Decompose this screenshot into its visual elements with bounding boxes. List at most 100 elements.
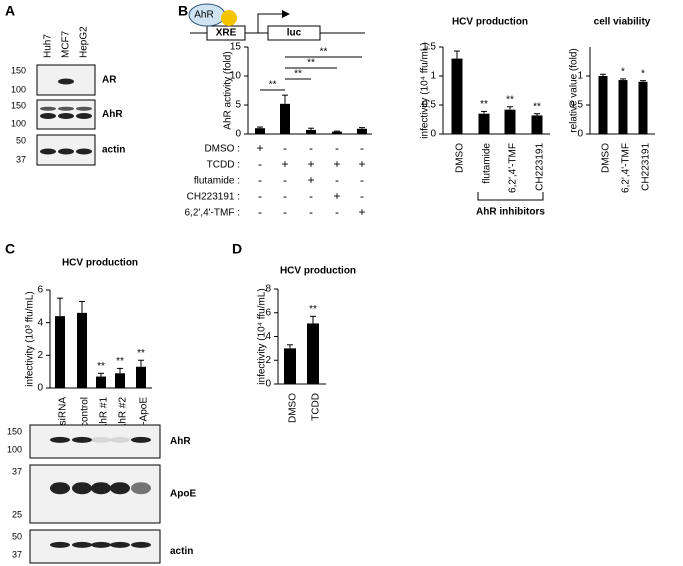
treatment-sign: - — [335, 205, 339, 219]
treatment-sign: - — [258, 173, 262, 187]
band — [50, 541, 70, 548]
band — [110, 436, 130, 443]
significance: ** — [533, 101, 541, 112]
x-tick-label: 6,2',4'-TMF — [508, 143, 519, 193]
band — [91, 482, 111, 495]
blot-label: AhR — [170, 436, 191, 447]
panel-label: A — [5, 3, 15, 19]
treatment-label: CH223191 : — [187, 192, 240, 203]
treatment-sign: - — [258, 205, 262, 219]
y-tick-label: 6 — [37, 285, 43, 296]
mw-marker: 100 — [11, 118, 26, 128]
treatment-sign: - — [335, 173, 339, 187]
y-tick-label: 0.5 — [422, 100, 436, 111]
mw-marker: 100 — [7, 444, 22, 454]
x-tick-label: CH223191 — [641, 143, 652, 191]
element-label: XRE — [216, 28, 237, 39]
band — [76, 112, 92, 119]
significance: ** — [320, 47, 328, 58]
y-tick-label: 0 — [577, 129, 583, 140]
x-tick-label: si-control — [80, 397, 91, 438]
treatment-sign: - — [283, 141, 287, 155]
treatment-sign: - — [309, 189, 313, 203]
bar — [306, 129, 316, 134]
blot — [29, 464, 161, 524]
chart-title: HCV production — [280, 266, 356, 277]
band — [40, 106, 56, 111]
mw-marker: 25 — [12, 509, 22, 519]
significance: * — [641, 68, 645, 79]
y-tick-label: 4 — [265, 331, 271, 342]
treatment-sign: - — [309, 141, 313, 155]
blot-label: actin — [170, 546, 193, 557]
x-tick-label: si-AhR #2 — [118, 397, 129, 441]
treatment-sign: - — [360, 189, 364, 203]
x-tick-label: si-ApoE — [139, 397, 150, 432]
significance: ** — [97, 361, 105, 372]
bar — [136, 366, 146, 388]
mw-marker: 150 — [11, 100, 26, 110]
treatment-sign: - — [309, 205, 313, 219]
band — [76, 106, 92, 111]
y-tick-label: 2 — [37, 350, 43, 361]
treatment-sign: - — [360, 141, 364, 155]
y-axis-label: relative value (fold) — [569, 48, 580, 132]
band — [91, 436, 111, 443]
mw-marker: 50 — [12, 531, 22, 541]
band — [91, 541, 111, 548]
lane-label: Huh7 — [43, 34, 54, 58]
band — [58, 112, 74, 119]
band — [72, 541, 92, 548]
y-tick-label: 0 — [430, 129, 436, 140]
bar — [255, 128, 265, 134]
treatment-sign: + — [307, 173, 314, 187]
lane-label: HepG2 — [79, 26, 90, 58]
treatment-sign: + — [358, 157, 365, 171]
bar — [77, 312, 87, 388]
treatment-label: flutamide : — [194, 176, 240, 187]
y-axis-label: infectivity (10⁴ ffu/mL) — [257, 288, 268, 384]
treatment-sign: + — [333, 157, 340, 171]
protein-label: AhR — [194, 10, 213, 21]
bar — [598, 76, 608, 134]
mw-marker: 37 — [16, 154, 26, 164]
x-tick-label: DMSO — [455, 143, 466, 173]
y-tick-label: 1 — [430, 71, 436, 82]
band — [72, 482, 92, 495]
treatment-sign: - — [258, 189, 262, 203]
panel-label: D — [232, 241, 242, 257]
x-tick-label: DMSO — [288, 393, 299, 423]
band — [110, 482, 130, 495]
band — [131, 436, 151, 443]
group-label: AhR inhibitors — [476, 207, 545, 218]
y-tick-label: 5 — [235, 100, 241, 111]
treatment-sign: + — [307, 157, 314, 171]
x-tick-label: DMSO — [601, 143, 612, 173]
y-tick-label: 1 — [577, 71, 583, 82]
bar — [357, 128, 367, 134]
mw-marker: 37 — [12, 466, 22, 476]
bar — [307, 323, 319, 384]
blot-label: actin — [102, 145, 125, 156]
chart-title: cell viability — [594, 17, 651, 28]
y-axis-label: infectivity (10³ ffu/mL) — [25, 291, 36, 386]
bar — [504, 109, 516, 134]
band — [72, 436, 92, 443]
band — [50, 436, 70, 443]
y-tick-label: 10 — [230, 71, 242, 82]
treatment-sign: - — [283, 173, 287, 187]
x-tick-label: CH223191 — [535, 143, 546, 191]
treatment-sign: - — [283, 205, 287, 219]
panel-label: B — [178, 3, 188, 19]
reporter-diagram: AhR XRE luc — [188, 3, 365, 41]
band — [131, 541, 151, 548]
y-tick-label: 0 — [37, 383, 43, 394]
x-tick-label: TCDD — [311, 393, 322, 421]
lane-label: MCF7 — [61, 30, 72, 58]
treatment-sign: - — [360, 173, 364, 187]
treatment-label: 6,2',4'-TMF : — [185, 208, 241, 219]
band — [110, 541, 130, 548]
x-tick-label: si-AhR #1 — [99, 397, 110, 441]
mw-marker: 150 — [11, 65, 26, 75]
